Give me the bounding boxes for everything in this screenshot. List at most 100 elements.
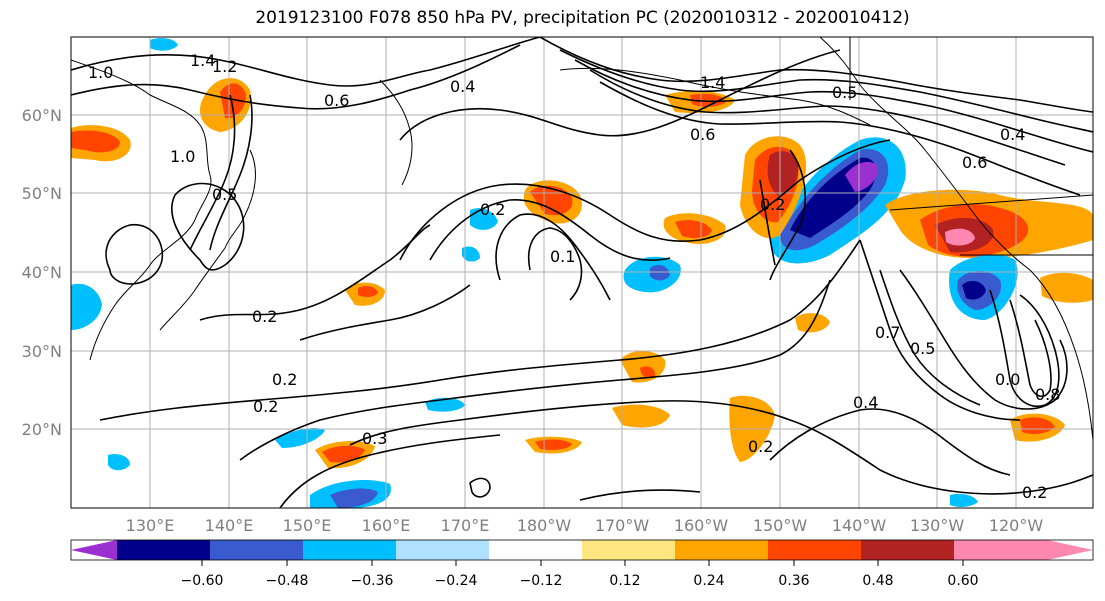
longitude-labels: 130°E 140°E 150°E 160°E 170°E 180°W 170°… [126,516,1044,535]
precip-blob [650,264,670,281]
colorbar-segment [582,540,676,560]
contour-label: 0.1 [550,247,575,266]
precip-blob [1020,417,1055,435]
contour-label: 1.4 [700,73,725,92]
colorbar-tick-label: −0.12 [520,573,563,589]
precip-blob [470,208,498,230]
colorbar-segment [489,540,583,560]
precip-blob [962,280,986,300]
colorbar-segment [954,540,1048,560]
precip-blob [950,493,978,507]
lon-label: 130°W [910,516,965,535]
map-frame [70,36,1094,509]
contour-label: 0.4 [450,77,475,96]
contour-label: 0.8 [1035,385,1060,404]
contour-label: 0.2 [253,397,278,416]
latitude-labels: 60°N 50°N 40°N 30°N 20°N [22,106,62,439]
colorbar-outline [70,539,1094,561]
precip-blob [640,366,656,378]
precip-blob [462,246,480,262]
contour-label: 0.6 [690,125,715,144]
pv-contours [71,37,1093,508]
contour-label: 0.7 [875,323,900,342]
colorbar-tick-label: 0.12 [609,573,640,589]
contour-label: 0.2 [760,195,785,214]
lon-label: 160°W [674,516,729,535]
contour-label: 0.2 [748,437,773,456]
figure-title: 2019123100 F078 850 hPa PV, precipitatio… [255,8,910,28]
colorbar-tick-label: 0.60 [947,573,978,589]
precip-blob [108,454,130,471]
contour-label: 0.2 [480,200,505,219]
contour-label: 1.2 [212,57,237,76]
colorbar-tick-label: 0.24 [693,573,724,589]
contour-label: 0.6 [324,91,349,110]
precip-blob [945,228,975,246]
precip-blob [150,37,178,51]
lon-label: 170°W [595,516,650,535]
lon-label: 150°W [753,516,808,535]
precip-blob [275,428,325,448]
graticule [71,37,1093,508]
colorbar-tick-label: 0.48 [862,573,893,589]
contour-label-group: 1.4 1.2 1.0 0.6 0.4 1.4 0.6 0.5 1.0 0.5 … [88,51,1060,502]
precip-blob [220,83,246,119]
lat-label: 30°N [22,342,62,361]
contour-label: 0.4 [1000,125,1025,144]
contour-label: 0.2 [252,307,277,326]
contour-label: 1.0 [88,63,113,82]
colorbar-tick-label: −0.60 [181,573,224,589]
lon-label: 130°E [126,516,175,535]
colorbar-segment [861,540,955,560]
precip-blob [71,130,120,153]
precip-blob [845,161,879,192]
colorbar: −0.60 −0.48 −0.36 −0.24 −0.12 0.12 0.24 … [70,539,1094,589]
lon-label: 170°E [441,516,490,535]
contour-label: 0.4 [853,393,878,412]
contour-label: 0.3 [362,429,387,448]
colorbar-tick-label: 0.36 [778,573,809,589]
colorbar-segment [210,540,304,560]
lon-label: 150°E [283,516,332,535]
contour-label: 1.4 [190,51,215,70]
precip-blob [71,283,102,330]
contour-label: 0.5 [910,339,935,358]
precip-blob [612,404,670,428]
lon-label: 120°W [989,516,1044,535]
contour-label: 0.5 [832,83,857,102]
colorbar-segment [117,540,211,560]
colorbar-tick-label: −0.48 [266,573,309,589]
contour-label: 0.6 [962,153,987,172]
precip-blob [322,445,365,463]
lon-label: 160°E [362,516,411,535]
colorbar-extend-low [71,540,117,560]
precip-blob [330,488,378,508]
colorbar-segment [768,540,862,560]
precip-blob [358,285,378,298]
lon-label: 180°W [517,516,572,535]
contour-label: 0.2 [1022,483,1047,502]
lat-label: 60°N [22,106,62,125]
colorbar-tick-label: −0.36 [351,573,394,589]
colorbar-tick-labels: −0.60 −0.48 −0.36 −0.24 −0.12 0.12 0.24 … [181,573,979,589]
precip-blob [675,220,712,238]
precip-blob [690,93,725,107]
lon-label: 140°W [832,516,887,535]
precip-blob [767,151,799,196]
colorbar-segment [303,540,397,560]
lat-label: 20°N [22,420,62,439]
contour-label: 0.0 [995,370,1020,389]
colorbar-segment [675,540,769,560]
colorbar-extend-high [1047,540,1093,560]
coastlines [71,37,1093,441]
precip-blob [1040,272,1093,303]
lat-label: 40°N [22,263,62,282]
lat-label: 50°N [22,184,62,203]
colorbar-tick-label: −0.24 [435,573,478,589]
lon-label: 140°E [205,516,254,535]
contour-label: 0.5 [212,185,237,204]
contour-label: 1.0 [170,147,195,166]
colorbar-segment [396,540,490,560]
contour-label: 0.2 [272,370,297,389]
